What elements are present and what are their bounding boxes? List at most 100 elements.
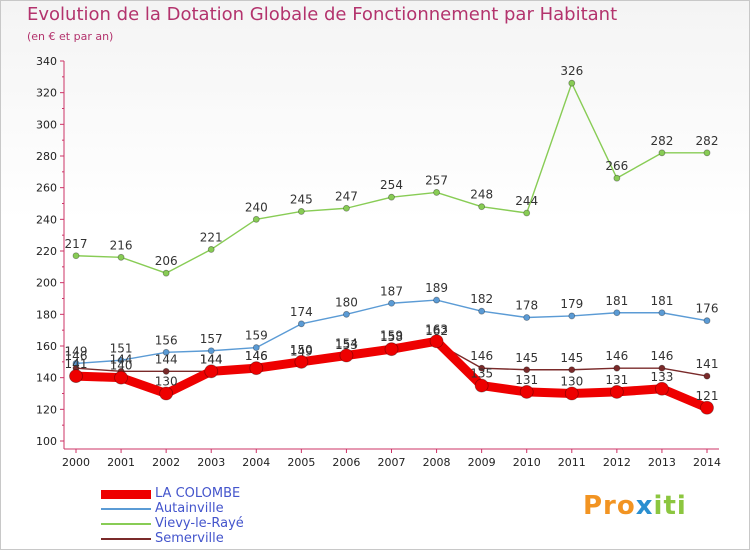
y-tick-label: 160	[36, 340, 57, 353]
legend-swatch	[101, 523, 151, 525]
series-3-data-label: 144	[200, 352, 223, 366]
y-tick-label: 200	[36, 277, 57, 290]
x-tick-label: 2005	[287, 456, 315, 469]
series-0-data-label: 217	[65, 237, 88, 251]
series-1-data-label: 176	[696, 302, 719, 316]
series-0-point	[658, 149, 666, 157]
series-1-data-label: 159	[245, 329, 268, 343]
series-0-data-label: 266	[605, 159, 628, 173]
x-tick-label: 2007	[378, 456, 406, 469]
series-3-point	[655, 381, 669, 396]
x-tick-label: 2006	[332, 456, 360, 469]
series-2-data-label: 145	[515, 351, 538, 365]
series-1-data-label: 156	[155, 333, 178, 347]
series-2-point	[703, 372, 711, 380]
series-2-point	[523, 366, 531, 374]
x-tick-label: 2009	[468, 456, 496, 469]
series-3-point	[609, 385, 624, 399]
y-tick-label: 220	[36, 245, 57, 258]
y-tick-label: 240	[36, 213, 57, 226]
series-1-data-label: 180	[335, 295, 358, 309]
series-2-data-label: 144	[200, 352, 223, 366]
series-0-point	[252, 215, 260, 223]
series-1-point	[388, 299, 395, 307]
x-tick-label: 2011	[558, 456, 586, 469]
y-tick-label: 120	[36, 403, 57, 416]
series-0-point	[162, 269, 170, 277]
series-3-data-label: 163	[425, 322, 448, 336]
series-0-point	[703, 149, 711, 157]
series-1-data-label: 157	[200, 332, 223, 346]
chart-subtitle: (en € et par an)	[27, 30, 114, 43]
series-2-data-label: 149	[290, 344, 313, 358]
series-3-data-label: 130	[155, 375, 178, 389]
series-3-point	[474, 378, 489, 393]
series-3-point	[159, 386, 174, 401]
x-tick-label: 2000	[62, 456, 90, 469]
x-tick-label: 2001	[107, 456, 135, 469]
series-1-point	[703, 317, 711, 325]
series-3-data-label: 158	[380, 330, 403, 344]
series-2-data-label: 145	[560, 351, 583, 365]
y-tick-label: 300	[36, 118, 57, 131]
series-2-data-label: 153	[335, 338, 358, 352]
series-0-point	[523, 209, 531, 217]
series-0-data-label: 248	[470, 188, 493, 202]
series-2-point	[613, 364, 621, 372]
series-1-data-label: 181	[650, 294, 673, 308]
series-0-data-label: 326	[560, 64, 583, 78]
legend-swatch	[101, 489, 151, 499]
series-0-point	[388, 193, 395, 201]
series-1-point	[658, 309, 666, 317]
x-tick-label: 2003	[197, 456, 225, 469]
series-2-point	[568, 366, 576, 374]
series-1-point	[297, 320, 305, 328]
series-3-data-label: 131	[515, 373, 538, 387]
legend-swatch	[101, 538, 151, 540]
series-1-data-label: 178	[515, 299, 538, 313]
series-0-point	[613, 174, 621, 182]
series-1-point	[478, 307, 486, 315]
series-1-data-label: 179	[560, 297, 583, 311]
series-0-point	[433, 189, 440, 196]
series-3-point	[384, 342, 399, 357]
y-tick-label: 280	[36, 150, 57, 163]
series-3-data-label: 141	[65, 357, 88, 371]
series-3-point	[564, 386, 579, 401]
series-0-point	[117, 253, 125, 261]
series-1-data-label: 182	[470, 292, 493, 306]
series-1-data-label: 149	[65, 344, 88, 358]
series-2-data-label: 146	[605, 349, 628, 363]
series-2-data-label: 146	[245, 349, 268, 363]
y-tick-label: 340	[36, 55, 57, 68]
series-1-point	[252, 344, 260, 351]
series-0-point	[72, 252, 80, 260]
legend-swatch	[101, 508, 151, 510]
y-tick-label: 140	[36, 372, 57, 385]
series-0-data-label: 282	[696, 134, 719, 148]
series-2-data-label: 146	[470, 349, 493, 363]
series-2-point	[478, 364, 486, 372]
series-3-data-label: 154	[335, 337, 358, 351]
proxiti-logo: Proxiti	[583, 491, 687, 521]
series-1-data-label: 187	[380, 284, 403, 298]
x-tick-label: 2014	[693, 456, 721, 469]
x-tick-label: 2002	[152, 456, 180, 469]
series-3-data-label: 146	[245, 349, 268, 363]
series-0-data-label: 254	[380, 178, 403, 192]
series-1-point	[523, 314, 531, 321]
series-2-data-label: 141	[696, 357, 719, 371]
series-0-point	[568, 79, 576, 87]
series-1-data-label: 181	[605, 294, 628, 308]
series-2-data-label: 159	[380, 329, 403, 343]
series-3-point	[114, 370, 128, 385]
series-3-data-label: 130	[560, 375, 583, 389]
series-3-point	[519, 385, 534, 399]
series-0-point	[343, 204, 350, 212]
series-0-data-label: 282	[650, 134, 673, 148]
series-2-data-label: 144	[110, 352, 133, 366]
legend-label: Vievy-le-Rayé	[155, 516, 244, 531]
y-tick-label: 260	[36, 182, 57, 195]
